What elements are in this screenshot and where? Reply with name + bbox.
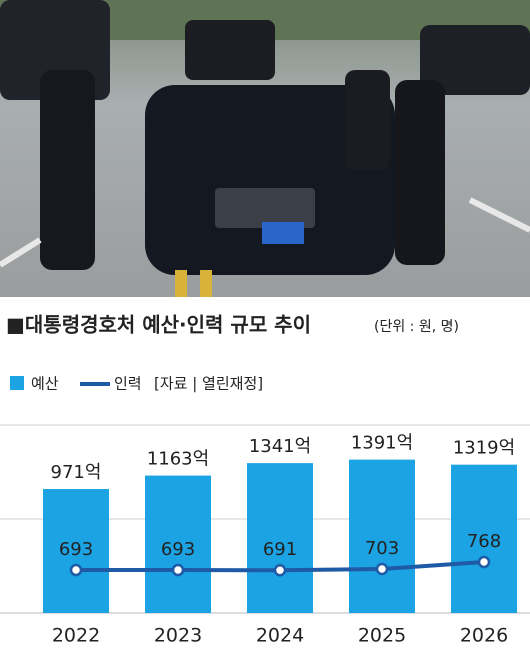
marker	[273, 563, 287, 577]
bar	[349, 459, 415, 613]
value-label: 1319억	[453, 438, 515, 459]
x-tick-label: 2023	[154, 625, 202, 647]
legend-swatch	[10, 376, 24, 390]
chart-subtitle: (단위 : 원, 명)	[374, 319, 459, 335]
bar	[145, 475, 211, 613]
x-tick-label: 2025	[358, 625, 406, 647]
value-label: 691	[263, 539, 297, 560]
value-label: 703	[365, 538, 399, 559]
value-label: 1341억	[249, 436, 311, 457]
value-label: 1163억	[147, 449, 209, 470]
legend-label: 인력	[114, 375, 142, 393]
source: [자료 | 열린재정]	[154, 375, 263, 393]
photo	[0, 0, 530, 297]
marker	[375, 562, 389, 576]
marker	[171, 563, 185, 577]
value-label: 971억	[51, 462, 102, 483]
x-tick-label: 2026	[460, 625, 508, 647]
chart-title: ■대통령경호처 예산·인력 규모 추이	[6, 313, 311, 337]
bar	[43, 489, 109, 613]
legend-label: 예산	[31, 375, 59, 393]
x-tick-label: 2024	[256, 625, 304, 647]
bar	[247, 463, 313, 613]
bar	[451, 464, 517, 613]
value-label: 768	[467, 531, 501, 552]
value-label: 693	[59, 539, 93, 560]
value-label: 1391억	[351, 433, 413, 454]
legend: 예산 인력 [자료 | 열린재정]	[10, 375, 263, 393]
x-tick-label: 2022	[52, 625, 100, 647]
value-label: 693	[161, 539, 195, 560]
marker	[69, 563, 83, 577]
marker	[477, 555, 491, 569]
